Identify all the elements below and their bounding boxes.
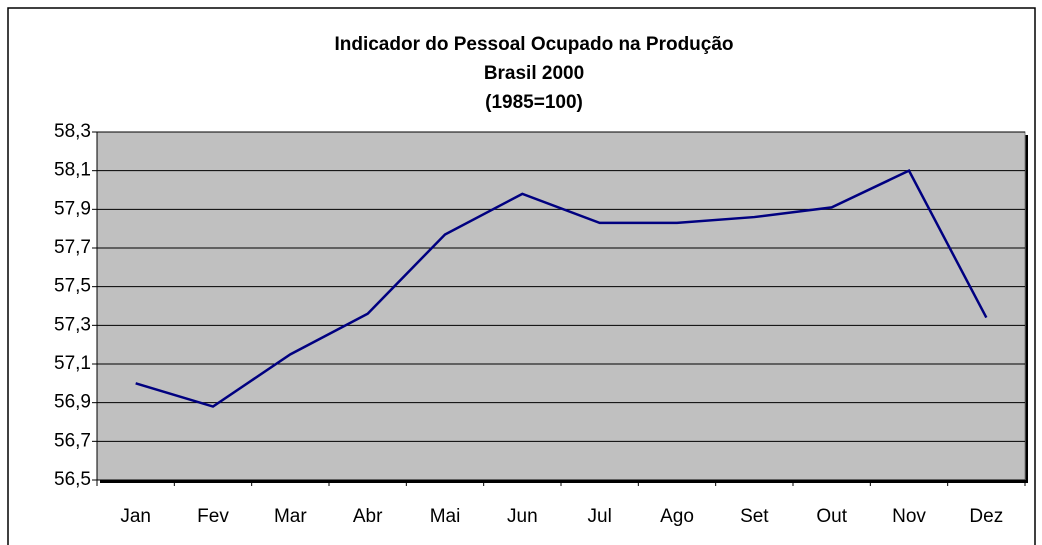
y-tick-label: 57,5 — [54, 276, 91, 297]
plot-area — [96, 131, 1026, 481]
y-tick-label: 58,3 — [54, 121, 91, 142]
y-tick-label: 58,1 — [54, 160, 91, 181]
chart-title: Indicador do Pessoal Ocupado na Produção — [334, 34, 733, 55]
y-tick-label: 57,1 — [54, 353, 91, 374]
x-tick-label: Nov — [892, 506, 926, 527]
data-line — [135, 169, 988, 408]
x-tick-label: Jan — [120, 506, 151, 527]
y-tick-label: 56,7 — [54, 430, 91, 451]
x-tick-label: Mai — [430, 506, 461, 527]
y-tick-label: 56,9 — [54, 392, 91, 413]
y-tick-label: 57,9 — [54, 198, 91, 219]
chart-subtitle: (1985=100) — [485, 92, 583, 113]
x-tick-label: Jun — [507, 506, 538, 527]
x-tick-label: Mar — [274, 506, 307, 527]
x-tick-label: Jul — [588, 506, 612, 527]
y-tick-label: 57,7 — [54, 237, 91, 258]
x-tick-label: Fev — [197, 506, 229, 527]
x-tick-label: Dez — [969, 506, 1003, 527]
y-tick-label: 56,5 — [54, 469, 91, 490]
y-tick-label: 57,3 — [54, 314, 91, 335]
x-tick-label: Abr — [353, 506, 383, 527]
chart-subtitle: Brasil 2000 — [484, 63, 584, 84]
x-tick-label: Out — [816, 506, 847, 527]
x-tick-label: Set — [740, 506, 769, 527]
x-tick-label: Ago — [660, 506, 694, 527]
